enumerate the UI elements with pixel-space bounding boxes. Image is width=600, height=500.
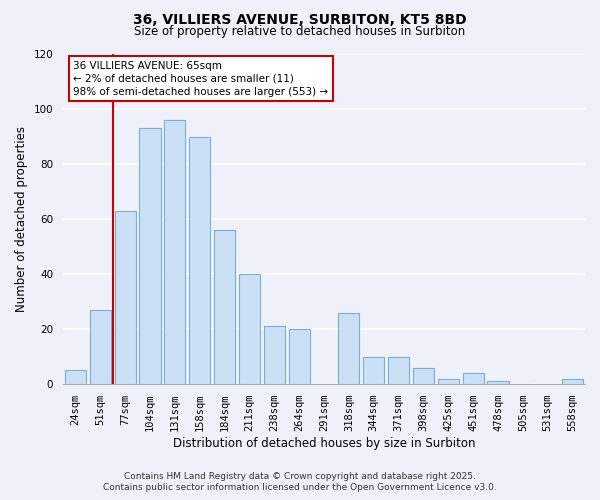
Bar <box>363 356 384 384</box>
Bar <box>463 373 484 384</box>
Text: 36 VILLIERS AVENUE: 65sqm
← 2% of detached houses are smaller (11)
98% of semi-d: 36 VILLIERS AVENUE: 65sqm ← 2% of detach… <box>73 60 329 97</box>
Bar <box>90 310 111 384</box>
Bar <box>438 378 459 384</box>
Bar <box>164 120 185 384</box>
Text: Size of property relative to detached houses in Surbiton: Size of property relative to detached ho… <box>134 25 466 38</box>
Bar <box>189 136 210 384</box>
Bar <box>413 368 434 384</box>
Bar <box>65 370 86 384</box>
Text: Contains HM Land Registry data © Crown copyright and database right 2025.
Contai: Contains HM Land Registry data © Crown c… <box>103 472 497 492</box>
Bar <box>139 128 161 384</box>
Text: 36, VILLIERS AVENUE, SURBITON, KT5 8BD: 36, VILLIERS AVENUE, SURBITON, KT5 8BD <box>133 12 467 26</box>
Bar <box>289 329 310 384</box>
Bar <box>338 312 359 384</box>
Y-axis label: Number of detached properties: Number of detached properties <box>15 126 28 312</box>
X-axis label: Distribution of detached houses by size in Surbiton: Distribution of detached houses by size … <box>173 437 475 450</box>
Bar <box>388 356 409 384</box>
Bar <box>562 378 583 384</box>
Bar <box>487 382 509 384</box>
Bar <box>115 211 136 384</box>
Bar <box>214 230 235 384</box>
Bar <box>264 326 285 384</box>
Bar <box>239 274 260 384</box>
